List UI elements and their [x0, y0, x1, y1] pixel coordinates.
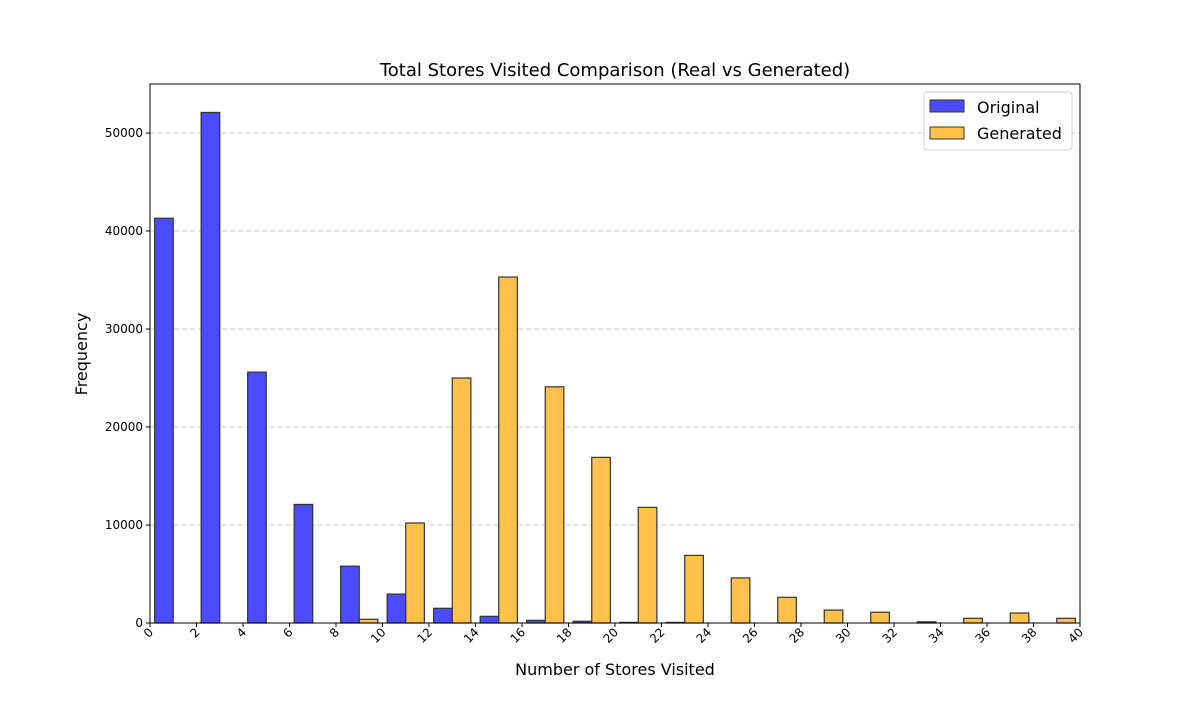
x-tick-label: 24: [693, 625, 714, 646]
x-tick-label: 0: [141, 625, 156, 640]
bar-generated-28: [823, 609, 844, 624]
bar-original-0: [154, 217, 174, 624]
y-tick-label: 20000: [105, 420, 143, 434]
x-tick-label: 8: [327, 625, 342, 640]
x-tick-label: 30: [833, 625, 854, 646]
bar-original-6: [293, 503, 314, 624]
bar-generated-24: [730, 577, 751, 624]
bar-generated-22: [684, 554, 704, 624]
bar-generated-14: [498, 276, 518, 624]
x-tick-label: 18: [554, 625, 575, 646]
bar-generated-30: [870, 611, 890, 624]
legend-swatch-generated: [929, 126, 965, 140]
bar-generated-16: [544, 386, 565, 624]
x-tick-label: 32: [879, 625, 900, 646]
bar-generated-36: [1009, 612, 1030, 624]
bar-original-10: [386, 593, 407, 624]
x-tick-label: 22: [647, 625, 668, 646]
bar-generated-10: [405, 522, 425, 624]
bar-original-4: [247, 371, 267, 624]
y-tick-label: 0: [135, 616, 143, 630]
x-tick-label: 26: [740, 625, 761, 646]
y-axis-label: Frequency: [72, 313, 91, 396]
x-tick-label: 36: [972, 625, 993, 646]
bar-generated-26: [777, 596, 797, 624]
x-tick-label: 38: [1019, 625, 1040, 646]
x-tick-label: 2: [187, 625, 202, 640]
y-tick-label: 30000: [105, 322, 143, 336]
bar-generated-20: [637, 506, 658, 624]
chart-title: Total Stores Visited Comparison (Real vs…: [379, 60, 850, 81]
x-tick-label: 12: [414, 625, 435, 646]
legend-label-original: Original: [977, 98, 1040, 117]
bar-generated-8: [358, 618, 379, 624]
x-tick-label: 10: [368, 625, 389, 646]
bar-original-8: [340, 565, 360, 624]
x-tick-label: 4: [234, 625, 249, 640]
bar-generated-38: [1056, 617, 1076, 624]
bar-generated-12: [451, 377, 472, 624]
x-tick-label: 20: [600, 625, 621, 646]
y-tick-label: 50000: [105, 126, 143, 140]
x-tick-label: 6: [280, 625, 295, 640]
legend: Original Generated: [923, 91, 1073, 151]
bar-original-2: [200, 111, 221, 624]
bar-original-14: [479, 615, 500, 624]
y-tick-label: 40000: [105, 224, 143, 238]
x-axis-label: Number of Stores Visited: [515, 660, 715, 679]
x-tick-label: 40: [1065, 625, 1086, 646]
y-tick-label: 10000: [105, 518, 143, 532]
bar-original-12: [433, 607, 453, 624]
legend-swatch-original: [929, 99, 965, 113]
bar-generated-34: [963, 617, 983, 624]
plot-frame: [149, 83, 1081, 624]
x-tick-label: 34: [926, 625, 947, 646]
x-tick-label: 16: [507, 625, 528, 646]
legend-label-generated: Generated: [977, 124, 1062, 143]
x-tick-label: 28: [786, 625, 807, 646]
bar-generated-18: [591, 456, 611, 624]
x-tick-label: 14: [461, 625, 482, 646]
